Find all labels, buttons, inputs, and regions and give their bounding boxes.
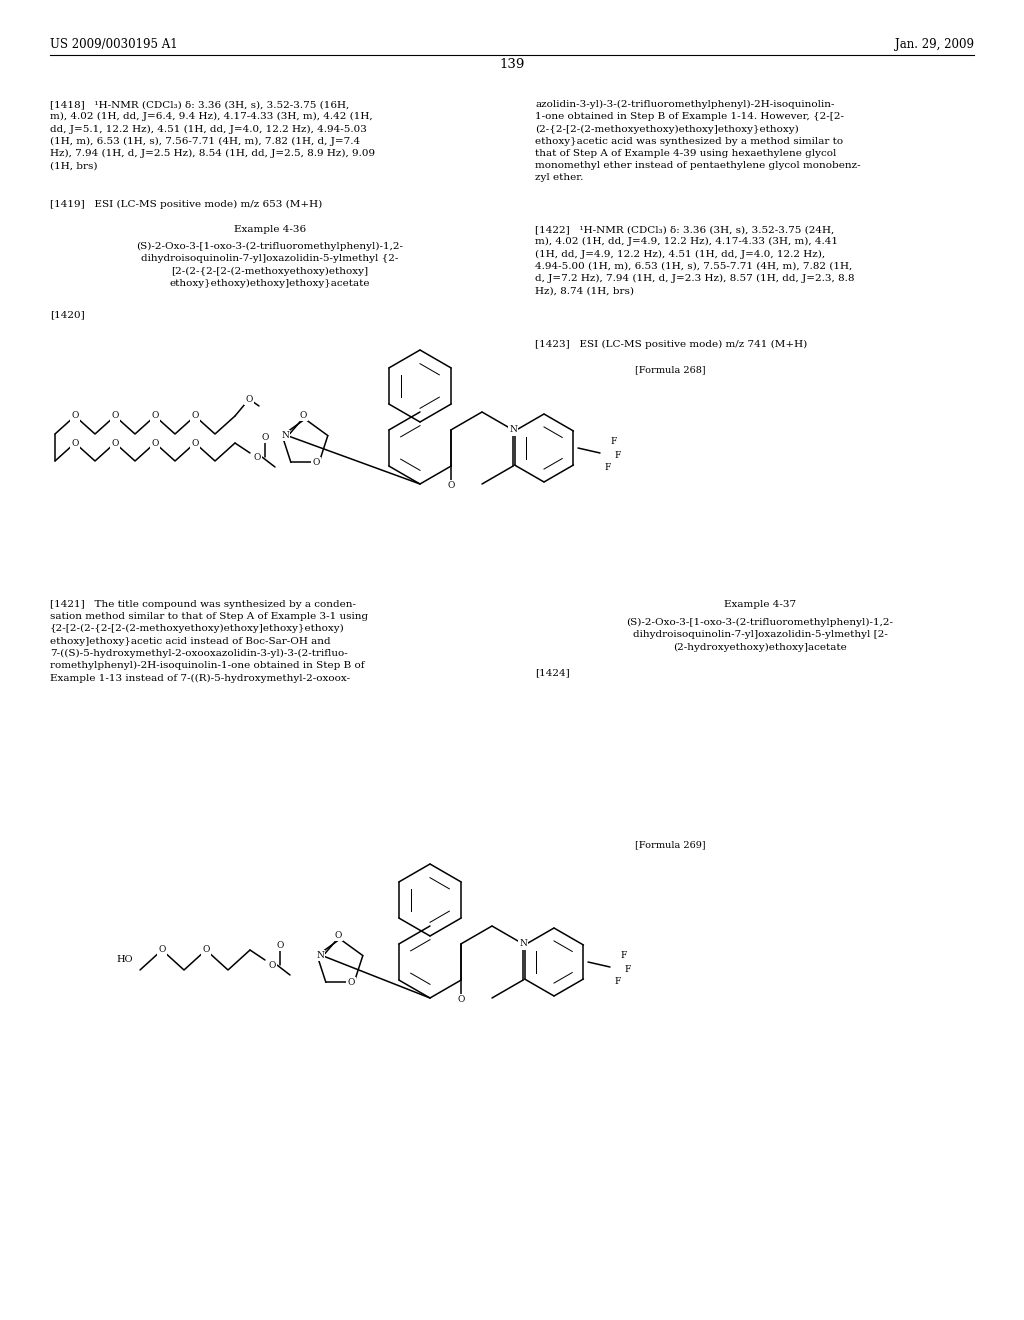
Text: [1419]   ESI (LC-MS positive mode) m/z 653 (M+H): [1419] ESI (LC-MS positive mode) m/z 653… (50, 201, 323, 209)
Text: F: F (625, 965, 631, 974)
Text: [1422]   ¹H-NMR (CDCl₃) δ: 3.36 (3H, s), 3.52-3.75 (24H,
m), 4.02 (1H, dd, J=4.9: [1422] ¹H-NMR (CDCl₃) δ: 3.36 (3H, s), 3… (535, 224, 854, 296)
Text: F: F (614, 978, 622, 986)
Text: O: O (299, 411, 307, 420)
Text: O: O (447, 482, 455, 491)
Text: [Formula 269]: [Formula 269] (635, 840, 706, 849)
Text: N: N (316, 952, 325, 960)
Text: O: O (261, 433, 268, 441)
Text: 139: 139 (500, 58, 524, 71)
Text: [1421]   The title compound was synthesized by a conden-
sation method similar t: [1421] The title compound was synthesize… (50, 601, 368, 682)
Text: [1423]   ESI (LC-MS positive mode) m/z 741 (M+H): [1423] ESI (LC-MS positive mode) m/z 741… (535, 341, 807, 348)
Text: O: O (457, 995, 465, 1005)
Text: O: O (191, 412, 199, 421)
Text: (S)-2-Oxo-3-[1-oxo-3-(2-trifluoromethylphenyl)-1,2-
dihydroisoquinolin-7-yl]oxaz: (S)-2-Oxo-3-[1-oxo-3-(2-trifluoromethylp… (627, 618, 894, 652)
Text: O: O (312, 458, 319, 467)
Text: O: O (72, 438, 79, 447)
Text: O: O (268, 961, 275, 969)
Text: F: F (614, 450, 622, 459)
Text: O: O (159, 945, 166, 954)
Text: O: O (112, 412, 119, 421)
Text: O: O (335, 931, 342, 940)
Text: N: N (519, 940, 527, 949)
Text: [1424]: [1424] (535, 668, 569, 677)
Text: F: F (610, 437, 617, 446)
Text: US 2009/0030195 A1: US 2009/0030195 A1 (50, 38, 177, 51)
Text: O: O (253, 453, 261, 462)
Text: (S)-2-Oxo-3-[1-oxo-3-(2-trifluoromethylphenyl)-1,2-
dihydroisoquinolin-7-yl]oxaz: (S)-2-Oxo-3-[1-oxo-3-(2-trifluoromethylp… (136, 242, 403, 288)
Text: O: O (72, 412, 79, 421)
Text: [1418]   ¹H-NMR (CDCl₃) δ: 3.36 (3H, s), 3.52-3.75 (16H,
m), 4.02 (1H, dd, J=6.4: [1418] ¹H-NMR (CDCl₃) δ: 3.36 (3H, s), 3… (50, 100, 375, 170)
Text: O: O (246, 395, 253, 404)
Text: O: O (152, 412, 159, 421)
Text: F: F (605, 463, 611, 473)
Text: azolidin-3-yl)-3-(2-trifluoromethylphenyl)-2H-isoquinolin-
1-one obtained in Ste: azolidin-3-yl)-3-(2-trifluoromethylpheny… (535, 100, 860, 182)
Text: O: O (152, 438, 159, 447)
Text: O: O (276, 940, 284, 949)
Text: Example 4-36: Example 4-36 (233, 224, 306, 234)
Text: Jan. 29, 2009: Jan. 29, 2009 (895, 38, 974, 51)
Text: [Formula 268]: [Formula 268] (635, 366, 706, 374)
Text: O: O (112, 438, 119, 447)
Text: HO: HO (117, 956, 133, 965)
Text: [1420]: [1420] (50, 310, 85, 319)
Text: O: O (203, 945, 210, 954)
Text: F: F (621, 950, 627, 960)
Text: Example 4-37: Example 4-37 (724, 601, 796, 609)
Text: O: O (191, 438, 199, 447)
Text: N: N (509, 425, 517, 434)
Text: N: N (282, 432, 289, 440)
Text: O: O (347, 978, 354, 987)
